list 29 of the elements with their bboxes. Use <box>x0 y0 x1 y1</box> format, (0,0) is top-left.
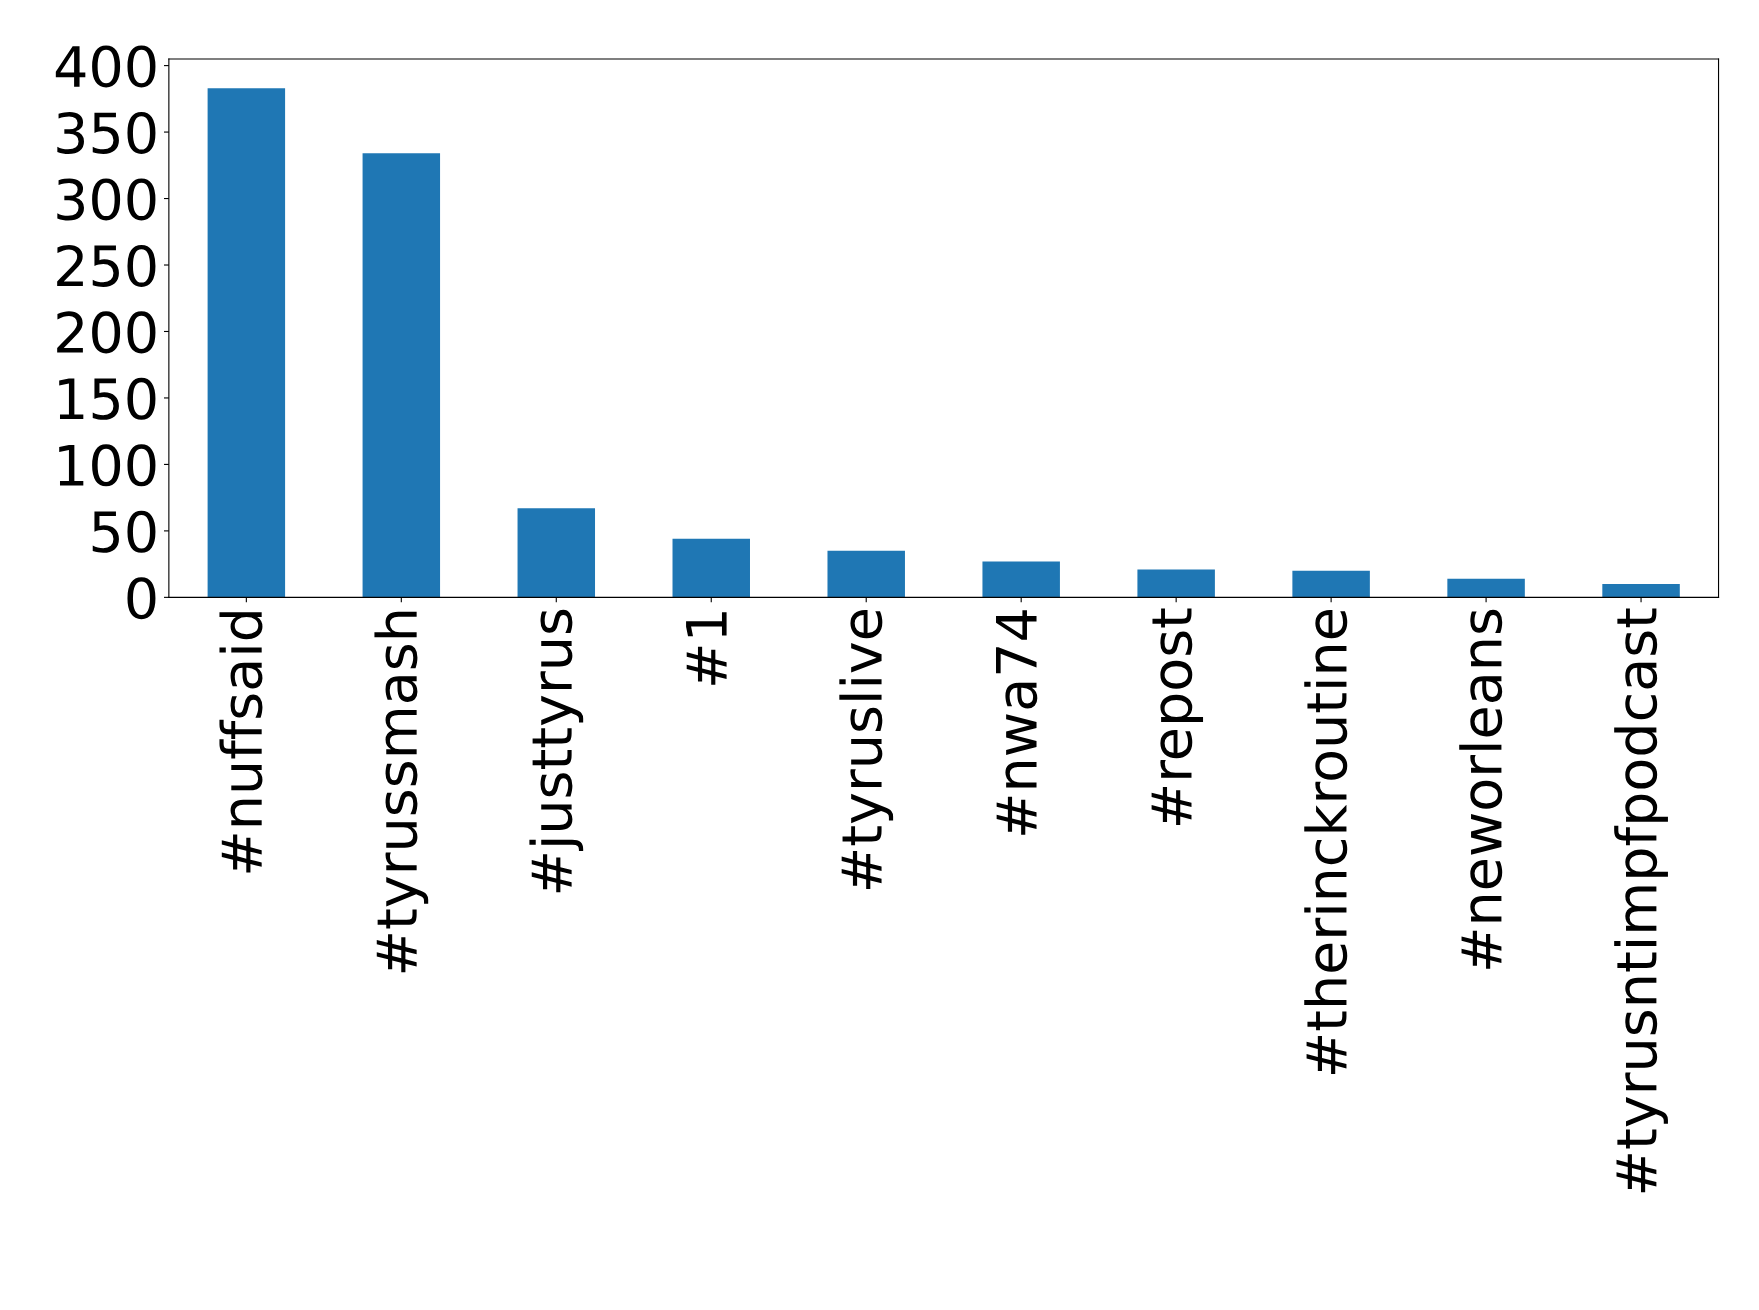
bar <box>362 153 441 598</box>
y-tick-label: 150 <box>59 377 156 420</box>
x-tick-label: #nwa74 <box>996 610 1038 835</box>
y-tick-label: 0 <box>127 577 156 620</box>
bar <box>982 561 1060 598</box>
bar <box>207 88 286 598</box>
bar <box>1602 584 1680 598</box>
y-tick-label: 200 <box>57 311 156 354</box>
x-tick-label: #neworleans <box>1459 609 1503 969</box>
y-tick-label: 250 <box>57 244 156 287</box>
bar <box>1137 569 1215 598</box>
x-tick-label: #justtyrus <box>529 609 584 893</box>
y-tick-label: 300 <box>57 178 156 221</box>
x-tick-label: #nuffsaid <box>219 612 263 873</box>
x-tick-label: #therinckroutine <box>1304 610 1348 1075</box>
x-tick-label: #repost <box>1151 608 1204 826</box>
bar <box>1447 578 1525 598</box>
x-tick-label: #tyrussmash <box>374 611 429 973</box>
bar <box>827 550 905 598</box>
bar <box>517 508 596 598</box>
x-tick-label: #1 <box>686 612 727 685</box>
bar <box>672 538 750 598</box>
y-tick-label: 50 <box>92 510 156 553</box>
y-tick-label: 100 <box>59 444 156 487</box>
y-tick-label: 400 <box>55 45 156 88</box>
x-tick-label: #tyruslive <box>839 610 894 889</box>
x-tick-label: #tyrusntimpfpodcast <box>1614 608 1668 1193</box>
bar <box>1292 570 1370 598</box>
y-tick-label: 350 <box>57 111 156 154</box>
